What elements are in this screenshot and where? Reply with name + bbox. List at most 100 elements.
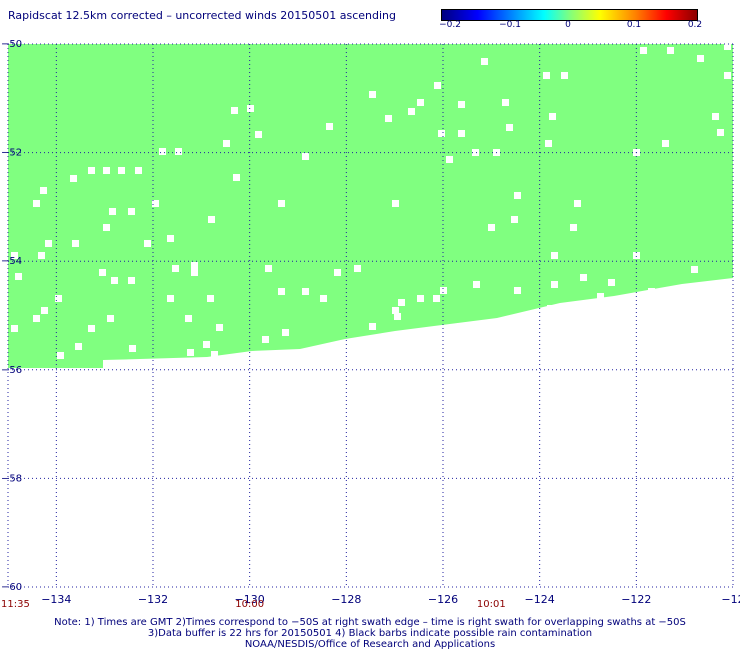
- missing-cell: [417, 99, 424, 106]
- notes: Note: 1) Times are GMT 2)Times correspon…: [0, 617, 740, 650]
- colorbar-label-zero: 0: [565, 20, 571, 30]
- missing-cell: [369, 323, 376, 330]
- missing-cell: [662, 140, 669, 147]
- missing-cell: [45, 240, 52, 247]
- missing-cell: [724, 43, 731, 50]
- missing-cell: [473, 281, 480, 288]
- missing-cell: [262, 336, 269, 343]
- missing-cell: [551, 252, 558, 259]
- missing-cell: [549, 113, 556, 120]
- missing-cell: [697, 55, 704, 62]
- colorbar-label-pos: 0.1: [626, 20, 642, 30]
- missing-cell: [663, 288, 670, 295]
- missing-cell: [255, 131, 262, 138]
- missing-cell: [103, 224, 110, 231]
- lat-label: −52: [1, 148, 22, 159]
- missing-cell: [88, 167, 95, 174]
- missing-cell: [109, 208, 116, 215]
- missing-cell: [208, 216, 215, 223]
- map-title: Rapidscat 12.5km corrected – uncorrected…: [8, 9, 397, 22]
- missing-cell: [458, 101, 465, 108]
- missing-cell: [191, 269, 198, 276]
- missing-cell: [394, 313, 401, 320]
- colorbar: [441, 9, 698, 21]
- missing-cell: [326, 123, 333, 130]
- note-line-1: Note: 1) Times are GMT 2)Times correspon…: [54, 617, 686, 628]
- missing-cell: [433, 295, 440, 302]
- missing-cell: [334, 269, 341, 276]
- missing-cell: [33, 200, 40, 207]
- missing-cell: [667, 47, 674, 54]
- lat-label: −54: [1, 256, 22, 267]
- colorbar-label-max: 0.2: [687, 20, 703, 30]
- missing-cell: [282, 329, 289, 336]
- missing-cell: [561, 72, 568, 79]
- missing-cell: [88, 325, 95, 332]
- missing-cell: [191, 262, 198, 269]
- missing-cell: [107, 315, 114, 322]
- missing-cell: [167, 235, 174, 242]
- missing-cell: [247, 105, 254, 112]
- missing-cell: [185, 315, 192, 322]
- colorbar-label-min: −0.2: [439, 20, 461, 30]
- missing-cell: [633, 252, 640, 259]
- missing-cell: [392, 307, 399, 314]
- missing-cell: [545, 140, 552, 147]
- missing-cell: [302, 288, 309, 295]
- missing-cell: [128, 277, 135, 284]
- lat-label: −50: [1, 39, 22, 50]
- longitude-labels: −134 −132 −130 −128 −126 −124 −122 −12: [41, 593, 740, 606]
- time-label: 10:00: [235, 599, 264, 610]
- missing-cell: [159, 148, 166, 155]
- missing-cell: [608, 279, 615, 286]
- time-label: 10:01: [477, 599, 506, 610]
- lon-label: −128: [331, 593, 361, 606]
- missing-cell: [187, 349, 194, 356]
- lat-label: −58: [1, 473, 22, 484]
- missing-cell: [457, 323, 464, 330]
- missing-cell: [574, 200, 581, 207]
- missing-cell: [551, 281, 558, 288]
- lon-label: −126: [428, 593, 458, 606]
- missing-cell: [724, 72, 731, 79]
- missing-cell: [506, 124, 513, 131]
- missing-cell: [152, 200, 159, 207]
- missing-cell: [717, 129, 724, 136]
- missing-cell: [128, 208, 135, 215]
- missing-cell: [392, 200, 399, 207]
- missing-cell: [597, 293, 604, 300]
- note-line-2: 3)Data buffer is 22 hrs for 20150501 4) …: [147, 628, 593, 639]
- missing-cell: [129, 345, 136, 352]
- missing-cell: [712, 113, 719, 120]
- missing-cell: [118, 167, 125, 174]
- missing-cell: [175, 148, 182, 155]
- lon-label: −122: [621, 593, 651, 606]
- missing-cell: [70, 175, 77, 182]
- missing-cell: [72, 240, 79, 247]
- missing-cell: [417, 295, 424, 302]
- missing-cell: [111, 277, 118, 284]
- missing-cell: [434, 82, 441, 89]
- time-labels: 11:35 10:00 10:01: [1, 599, 506, 610]
- wind-swath: [8, 43, 733, 368]
- missing-cell: [320, 295, 327, 302]
- missing-cell: [15, 273, 22, 280]
- lat-label: −56: [1, 365, 22, 376]
- missing-cell: [648, 288, 655, 295]
- missing-cell: [11, 252, 18, 259]
- latitude-labels: −50 −52 −54 −56 −58 −60: [1, 39, 22, 593]
- missing-cell: [135, 167, 142, 174]
- missing-cell: [278, 288, 285, 295]
- missing-cell: [75, 343, 82, 350]
- missing-cell: [33, 315, 40, 322]
- missing-cell: [511, 216, 518, 223]
- missing-cell: [543, 72, 550, 79]
- missing-cell: [502, 99, 509, 106]
- missing-cell: [11, 325, 18, 332]
- missing-cell: [265, 265, 272, 272]
- missing-cell: [207, 295, 214, 302]
- missing-cell: [570, 224, 577, 231]
- lon-label: −130: [235, 593, 265, 606]
- missing-cell: [691, 266, 698, 273]
